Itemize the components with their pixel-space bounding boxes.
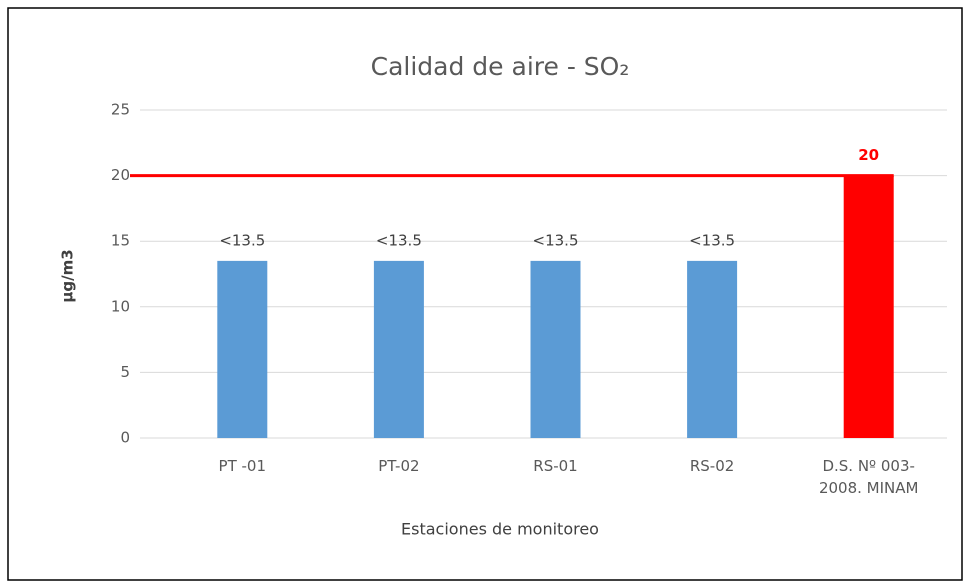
value-label: <13.5 [689,231,735,249]
bar [843,175,894,438]
x-tick-label: RS-01 [533,457,578,475]
y-tick-label: 5 [120,363,130,381]
y-tick-label: 10 [111,297,130,315]
x-axis-title: Estaciones de monitoreo [401,520,599,539]
x-tick-label: RS-02 [689,457,735,475]
bar [687,260,738,438]
value-label: <13.5 [219,231,265,249]
y-tick-label: 20 [111,166,130,184]
x-tick-label: PT -01 [218,457,267,475]
value-label: <13.5 [533,231,579,249]
x-tick-label: PT-02 [378,457,420,475]
y-tick-label: 15 [111,232,130,250]
chart-title: Calidad de aire - SO₂ [371,52,630,81]
x-tick-label: D.S. Nº 003-2008. MINAM [818,457,919,497]
y-tick-label: 25 [111,101,130,119]
y-tick-label: 0 [120,429,130,447]
bar [530,260,581,438]
y-axis-title: µg/m3 [59,249,77,302]
bar [373,260,424,438]
value-label: <13.5 [376,231,422,249]
chart-border [7,7,963,581]
bar [217,260,268,438]
value-label: 20 [858,146,879,164]
